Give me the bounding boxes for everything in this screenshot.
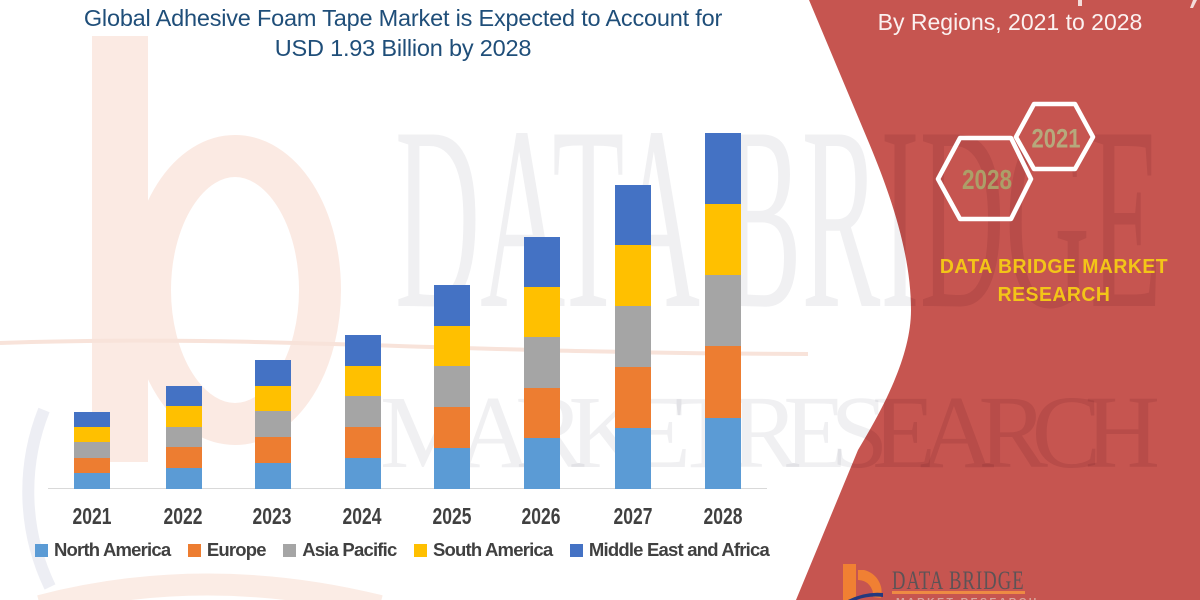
svg-text:2028: 2028 — [962, 164, 1012, 195]
svg-text:2021: 2021 — [1032, 124, 1081, 154]
svg-text:DATA BRIDGE: DATA BRIDGE — [395, 73, 1162, 363]
